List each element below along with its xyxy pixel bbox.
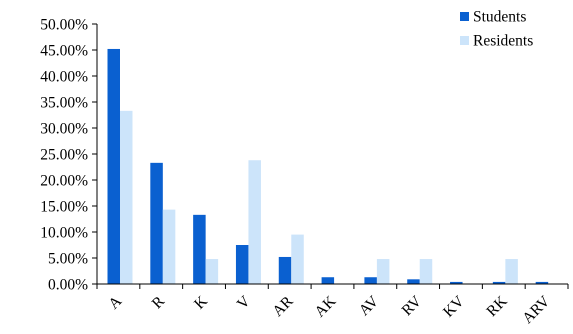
- y-tick-label: 35.00%: [40, 95, 88, 112]
- y-tick-label: 50.00%: [40, 17, 88, 34]
- y-tick-label: 10.00%: [40, 225, 88, 242]
- bar-students-kv: [450, 281, 463, 284]
- x-category-label: A: [105, 292, 126, 313]
- bar-residents-ar: [291, 234, 304, 284]
- x-category-label: RV: [399, 292, 426, 319]
- bar-students-r: [150, 162, 163, 284]
- x-category-label: R: [149, 292, 169, 312]
- y-tick-label: 40.00%: [40, 69, 88, 86]
- x-category-label: AK: [311, 292, 339, 320]
- bar-residents-a: [120, 110, 133, 284]
- legend-swatch-residents: [460, 36, 469, 45]
- x-category-label: RK: [483, 292, 511, 320]
- bar-students-k: [193, 214, 206, 284]
- bar-students-v: [235, 245, 249, 284]
- x-category-label: KV: [440, 292, 468, 320]
- bar-residents-av: [376, 259, 390, 284]
- bars-layer: [107, 48, 549, 285]
- bar-residents-rv: [419, 259, 433, 284]
- x-category-label: ARV: [519, 292, 554, 327]
- bar-students-rk: [492, 281, 506, 284]
- y-tick-label: 20.00%: [40, 173, 88, 190]
- x-category-label: AV: [356, 292, 383, 319]
- y-tick-label: 5.00%: [48, 251, 88, 268]
- bar-students-av: [364, 277, 377, 284]
- y-tick-label: 25.00%: [40, 147, 88, 164]
- y-tick-label: 30.00%: [40, 121, 88, 138]
- bar-students-arv: [535, 281, 549, 284]
- x-category-label: AR: [269, 292, 297, 320]
- bar-students-a: [107, 48, 120, 285]
- bar-residents-r: [162, 209, 176, 284]
- x-category-label: K: [191, 292, 212, 313]
- bar-residents-k: [205, 259, 219, 284]
- legend-label-students: Students: [473, 9, 526, 26]
- bar-students-rv: [407, 279, 420, 284]
- y-tick-label: 0.00%: [48, 277, 88, 294]
- y-tick-label: 45.00%: [40, 43, 88, 60]
- bar-students-ak: [321, 277, 335, 284]
- bar-residents-rk: [505, 259, 518, 284]
- y-tick-label: 15.00%: [40, 199, 88, 216]
- bar-students-ar: [278, 256, 292, 284]
- x-category-label: V: [234, 292, 255, 313]
- legend-swatch-students: [460, 12, 469, 21]
- legend: Students Residents: [460, 9, 533, 50]
- legend-label-residents: Residents: [473, 33, 533, 50]
- bar-residents-v: [248, 160, 261, 284]
